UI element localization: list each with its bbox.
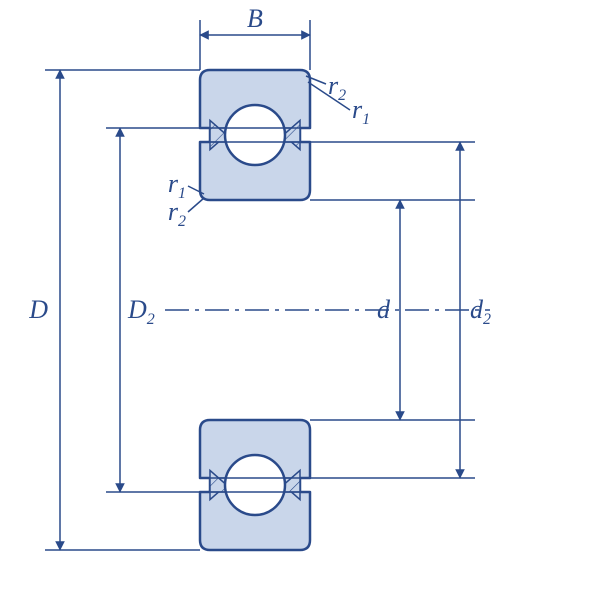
ball xyxy=(225,455,285,515)
upper-half-section xyxy=(200,70,310,200)
bearing-diagram: BDD2dd2r2r1r1r2 xyxy=(0,0,600,600)
label-D2: D2 xyxy=(127,295,155,328)
lower-half-section xyxy=(200,420,310,550)
label-r1-top: r1 xyxy=(352,95,370,128)
label-r2-top: r2 xyxy=(328,71,346,104)
label-d2: d2 xyxy=(470,295,491,328)
ball xyxy=(225,105,285,165)
label-d: d xyxy=(377,295,391,324)
label-D: D xyxy=(28,295,48,324)
label-B: B xyxy=(247,4,263,33)
